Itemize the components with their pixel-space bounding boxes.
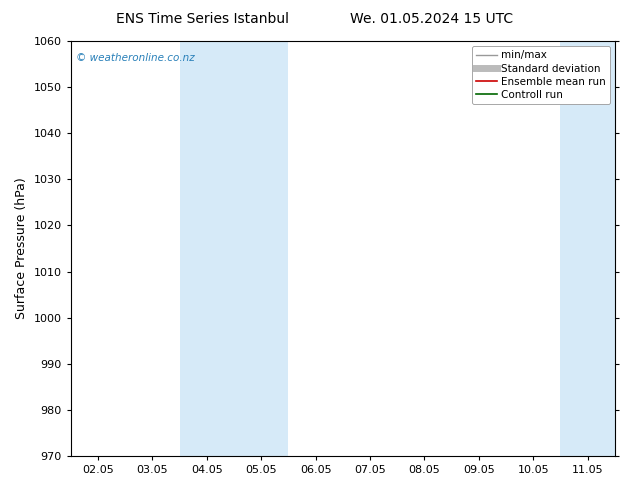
Y-axis label: Surface Pressure (hPa): Surface Pressure (hPa) xyxy=(15,178,28,319)
Text: We. 01.05.2024 15 UTC: We. 01.05.2024 15 UTC xyxy=(349,12,513,26)
Legend: min/max, Standard deviation, Ensemble mean run, Controll run: min/max, Standard deviation, Ensemble me… xyxy=(472,46,610,104)
Text: ENS Time Series Istanbul: ENS Time Series Istanbul xyxy=(117,12,289,26)
Bar xyxy=(234,41,288,456)
Bar xyxy=(560,41,615,456)
Bar xyxy=(615,41,634,456)
Text: © weatheronline.co.nz: © weatheronline.co.nz xyxy=(76,53,195,64)
Bar xyxy=(179,41,234,456)
